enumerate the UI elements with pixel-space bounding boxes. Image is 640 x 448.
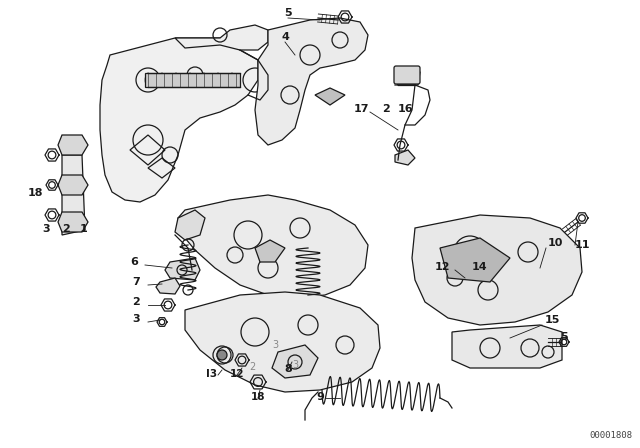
Polygon shape (145, 73, 240, 87)
Polygon shape (272, 345, 318, 378)
Text: 00001808: 00001808 (589, 431, 632, 440)
Text: 15: 15 (545, 315, 561, 325)
Text: 12: 12 (230, 369, 244, 379)
Text: 10: 10 (548, 238, 563, 248)
Polygon shape (440, 238, 510, 282)
Text: 16: 16 (398, 104, 413, 114)
Polygon shape (412, 215, 582, 325)
Ellipse shape (229, 73, 235, 87)
Text: 1: 1 (80, 224, 88, 234)
Ellipse shape (173, 73, 179, 87)
Ellipse shape (215, 73, 221, 87)
Text: 2: 2 (249, 362, 255, 372)
Polygon shape (175, 25, 268, 50)
Text: 9: 9 (316, 392, 324, 402)
Polygon shape (315, 88, 345, 105)
Polygon shape (100, 38, 258, 202)
Text: 2: 2 (382, 104, 390, 114)
Text: 11: 11 (575, 240, 591, 250)
Text: 12: 12 (435, 262, 450, 272)
Polygon shape (62, 155, 85, 235)
Text: 8: 8 (284, 364, 292, 374)
Text: 3: 3 (292, 360, 298, 370)
Text: 2: 2 (132, 297, 140, 307)
Text: 5: 5 (284, 8, 292, 18)
Ellipse shape (145, 73, 151, 87)
Ellipse shape (187, 73, 193, 87)
Text: 7: 7 (132, 277, 140, 287)
Polygon shape (58, 135, 88, 155)
Polygon shape (255, 240, 285, 262)
Text: 18: 18 (251, 392, 265, 402)
Polygon shape (395, 150, 415, 165)
Polygon shape (58, 212, 88, 232)
Ellipse shape (201, 73, 207, 87)
Circle shape (217, 350, 227, 360)
Polygon shape (178, 195, 368, 298)
FancyBboxPatch shape (394, 66, 420, 84)
Polygon shape (165, 258, 200, 280)
Text: 3: 3 (42, 224, 50, 234)
Text: 3: 3 (132, 314, 140, 324)
Text: 5: 5 (560, 332, 568, 342)
Text: 4: 4 (281, 32, 289, 42)
Polygon shape (175, 210, 205, 240)
Text: I3: I3 (207, 369, 218, 379)
Polygon shape (452, 325, 562, 368)
Text: 6: 6 (130, 257, 138, 267)
Polygon shape (395, 68, 420, 85)
Text: 18: 18 (28, 188, 44, 198)
Polygon shape (156, 278, 180, 294)
Polygon shape (255, 18, 368, 145)
Polygon shape (185, 292, 380, 392)
Text: 2: 2 (62, 224, 70, 234)
Text: 3: 3 (272, 340, 278, 350)
Ellipse shape (159, 73, 165, 87)
Polygon shape (58, 175, 88, 195)
Text: 17: 17 (354, 104, 369, 114)
Text: 14: 14 (472, 262, 488, 272)
